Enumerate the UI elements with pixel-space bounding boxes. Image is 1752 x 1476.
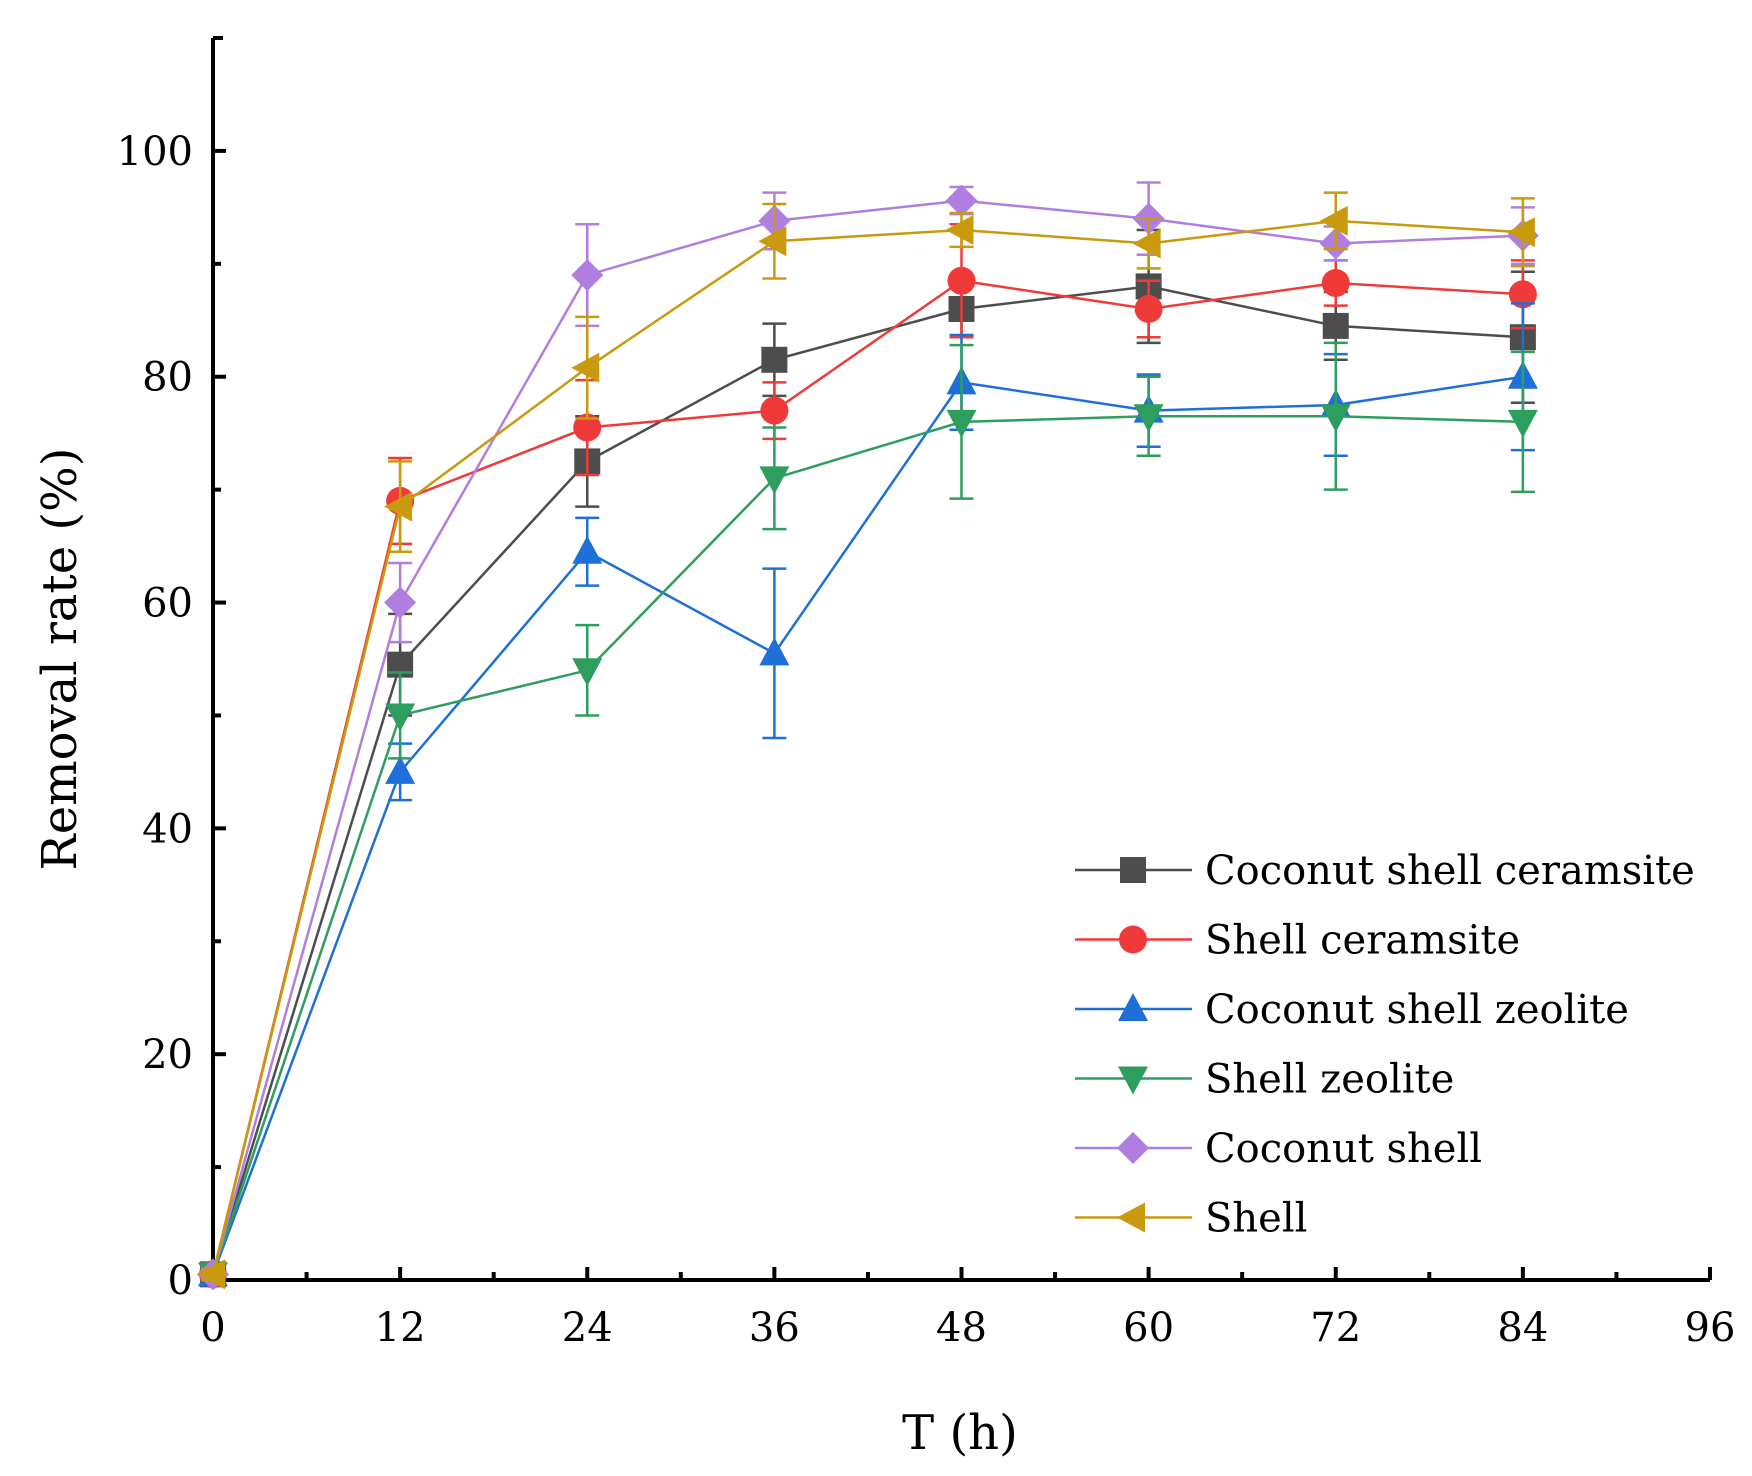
data-point	[761, 346, 788, 373]
legend-item: Shell	[1075, 1196, 1307, 1242]
x-axis-title: T (h)	[902, 1405, 1018, 1461]
series-line	[211, 199, 1523, 1275]
x-tick-label: 84	[1497, 1305, 1548, 1351]
legend-marker	[1117, 1202, 1145, 1233]
data-point	[1322, 312, 1349, 339]
data-point	[1506, 217, 1535, 248]
legend-item: Shell zeolite	[1075, 1057, 1454, 1103]
data-point	[1133, 404, 1164, 433]
series-line	[211, 219, 1523, 1275]
legend-marker	[1119, 925, 1147, 954]
x-tick-label: 72	[1310, 1305, 1361, 1351]
y-tick-label: 0	[168, 1258, 193, 1304]
data-point	[1508, 280, 1537, 309]
data-point	[758, 226, 787, 257]
legend-label: Coconut shell	[1205, 1126, 1482, 1172]
data-point	[571, 259, 604, 292]
legend-label: Coconut shell ceramsite	[1205, 848, 1695, 894]
data-point	[384, 586, 417, 619]
data-point	[1321, 269, 1350, 298]
data-point	[1319, 205, 1348, 236]
x-tick-label: 48	[936, 1305, 987, 1351]
legend-label: Coconut shell zeolite	[1205, 987, 1629, 1033]
legend-label: Shell zeolite	[1205, 1057, 1454, 1103]
data-point	[945, 184, 978, 217]
y-tick-label: 20	[142, 1032, 193, 1078]
legend-marker	[1118, 1066, 1148, 1095]
series-shell	[197, 191, 1535, 1290]
data-point	[945, 214, 974, 245]
data-point	[572, 535, 603, 564]
data-point	[759, 466, 790, 495]
legend-item: Shell ceramsite	[1075, 918, 1520, 964]
x-tick-label: 36	[749, 1305, 800, 1351]
series-line	[211, 414, 1523, 1275]
y-tick-label: 80	[142, 355, 193, 401]
data-point	[572, 658, 603, 687]
data-point	[947, 266, 976, 295]
x-tick-label: 0	[200, 1305, 225, 1351]
series-line	[211, 279, 1523, 1275]
legend-marker	[1120, 857, 1146, 883]
data-point	[1132, 228, 1161, 259]
legend-marker	[1117, 1132, 1149, 1164]
legend-item: Coconut shell	[1075, 1126, 1482, 1172]
y-tick-label: 60	[142, 581, 193, 627]
data-point	[385, 703, 416, 732]
legend-item: Coconut shell ceramsite	[1075, 848, 1695, 894]
axes: 0 12 24 36 48 60 72 84 96 0 20 40 60 80 100	[117, 36, 1736, 1351]
data-point	[197, 1259, 225, 1290]
data-point	[1134, 294, 1163, 323]
data-point	[1320, 404, 1351, 433]
series-coconut-shell	[197, 181, 1539, 1291]
x-tick-label: 12	[375, 1305, 426, 1351]
data-point	[759, 637, 790, 666]
series-line	[211, 285, 1523, 1275]
y-tick-label: 40	[142, 806, 193, 852]
series-layer	[197, 181, 1539, 1291]
x-tick-label: 96	[1685, 1305, 1736, 1351]
x-tick-label: 24	[562, 1305, 613, 1351]
legend-marker	[1118, 993, 1148, 1021]
data-point	[760, 396, 789, 425]
legend: Coconut shell ceramsite Shell ceramsite Co…	[1075, 848, 1695, 1242]
legend-label: Shell ceramsite	[1205, 918, 1520, 964]
data-point	[573, 413, 602, 442]
y-axis-title: Removal rate (%)	[32, 448, 88, 871]
legend-label: Shell	[1205, 1196, 1307, 1242]
data-point	[571, 352, 600, 383]
data-point	[385, 755, 416, 784]
legend-item: Coconut shell zeolite	[1075, 987, 1629, 1033]
data-point	[946, 409, 977, 438]
data-point	[1507, 409, 1538, 438]
y-tick-label: 100	[117, 129, 193, 175]
series-line	[211, 375, 1524, 1275]
data-point	[384, 491, 413, 522]
x-tick-label: 60	[1123, 1305, 1174, 1351]
